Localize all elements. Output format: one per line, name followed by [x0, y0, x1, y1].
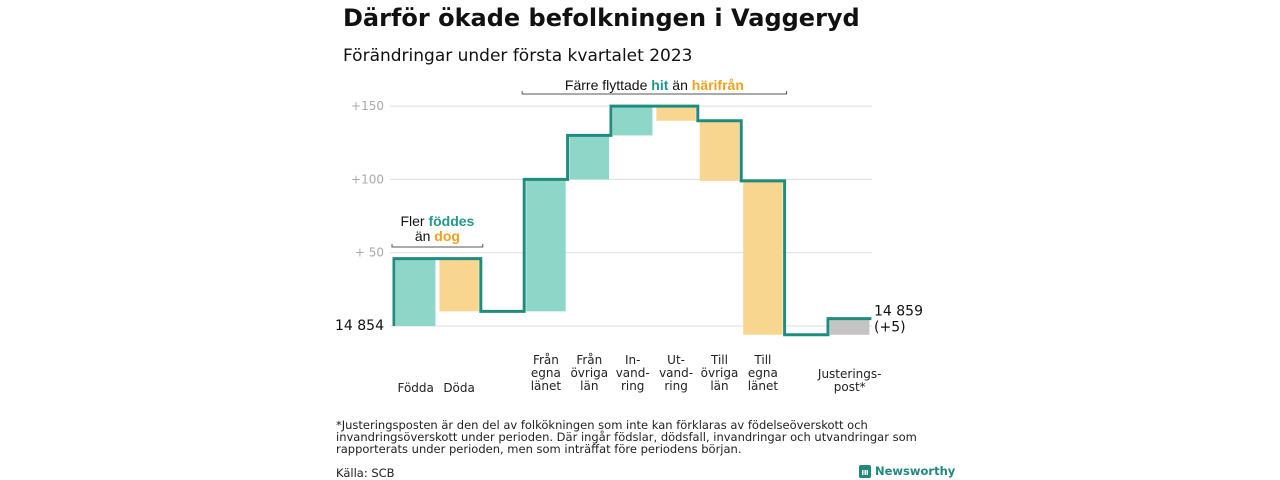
bar-1	[439, 258, 479, 312]
category-label-8-0: Till	[753, 353, 771, 367]
y-tick-label-0: + 50	[355, 246, 384, 260]
annotation-1-part-0-0: Färre flyttade	[565, 77, 651, 93]
end-change-label: (+5)	[874, 320, 906, 336]
annotation-1-part-0-2: än	[668, 77, 691, 93]
annotation-1-part-0-3: härifrån	[692, 77, 744, 93]
annotation-bracket-0	[391, 244, 484, 248]
bar-8	[743, 180, 783, 335]
category-label-8-1: egna	[748, 366, 778, 380]
bar-0	[396, 258, 436, 326]
bar-7	[699, 120, 740, 181]
annotation-bracket-1	[521, 91, 788, 95]
chart-subtitle: Förändringar under första kvartalet 2023	[343, 46, 693, 66]
bar-10	[830, 318, 870, 335]
annotation-0-part-1-0: än	[415, 228, 434, 244]
y-tick-label-1: +100	[351, 172, 384, 186]
category-label-7-2: län	[710, 379, 728, 393]
category-label-5-2: ring	[621, 379, 645, 393]
cumulative-step-line	[392, 104, 872, 337]
start-value-label: 14 854	[335, 318, 384, 334]
bar-6	[656, 106, 696, 121]
brand-logo: Newsworthy	[859, 464, 955, 478]
category-label-4-1: övriga	[570, 366, 608, 380]
category-label-10-0: Justerings-	[817, 367, 882, 381]
chart-title: Därför ökade befolkningen i Vaggeryd	[343, 4, 860, 32]
y-tick-label-2: +150	[351, 99, 384, 113]
category-label-6-0: Ut-	[667, 353, 685, 367]
category-label-1-0: Döda	[443, 381, 475, 395]
category-label-5-0: In-	[625, 353, 640, 367]
category-label-4-0: Från	[576, 353, 602, 367]
annotation-0-part-1-1: dog	[434, 228, 460, 244]
category-label-6-1: vand-	[659, 366, 693, 380]
category-label-5-1: vand-	[616, 366, 650, 380]
bar-3	[526, 179, 566, 312]
brand-name: Newsworthy	[875, 464, 956, 478]
category-label-3-0: Från	[533, 353, 559, 367]
category-label-10-1: post*	[834, 380, 866, 394]
bar-5	[613, 106, 653, 136]
category-label-6-2: ring	[664, 379, 688, 393]
category-label-7-0: Till	[710, 353, 728, 367]
annotation-0-part-0-0: Fler	[400, 213, 428, 229]
category-label-7-1: övriga	[701, 366, 739, 380]
annotation-0-part-0-1: föddes	[428, 213, 474, 229]
annotation-0-line-1: än dog	[415, 228, 460, 244]
annotation-1-line-0: Färre flyttade hit än härifrån	[565, 77, 744, 93]
category-label-4-2: län	[580, 379, 598, 393]
category-label-8-2: länet	[748, 379, 779, 393]
source-label: Källa: SCB	[336, 466, 395, 480]
annotation-1-part-0-1: hit	[651, 77, 668, 93]
annotation-0-line-0: Fler föddes	[400, 213, 474, 229]
end-value-label: 14 859	[874, 304, 923, 320]
footnote: *Justeringsposten är den del av folkökni…	[336, 418, 917, 456]
category-label-3-1: egna	[531, 366, 561, 380]
category-label-0-0: Födda	[397, 381, 433, 395]
bar-4	[569, 135, 609, 180]
bar-chart-icon	[859, 464, 871, 478]
category-label-3-2: länet	[531, 379, 562, 393]
